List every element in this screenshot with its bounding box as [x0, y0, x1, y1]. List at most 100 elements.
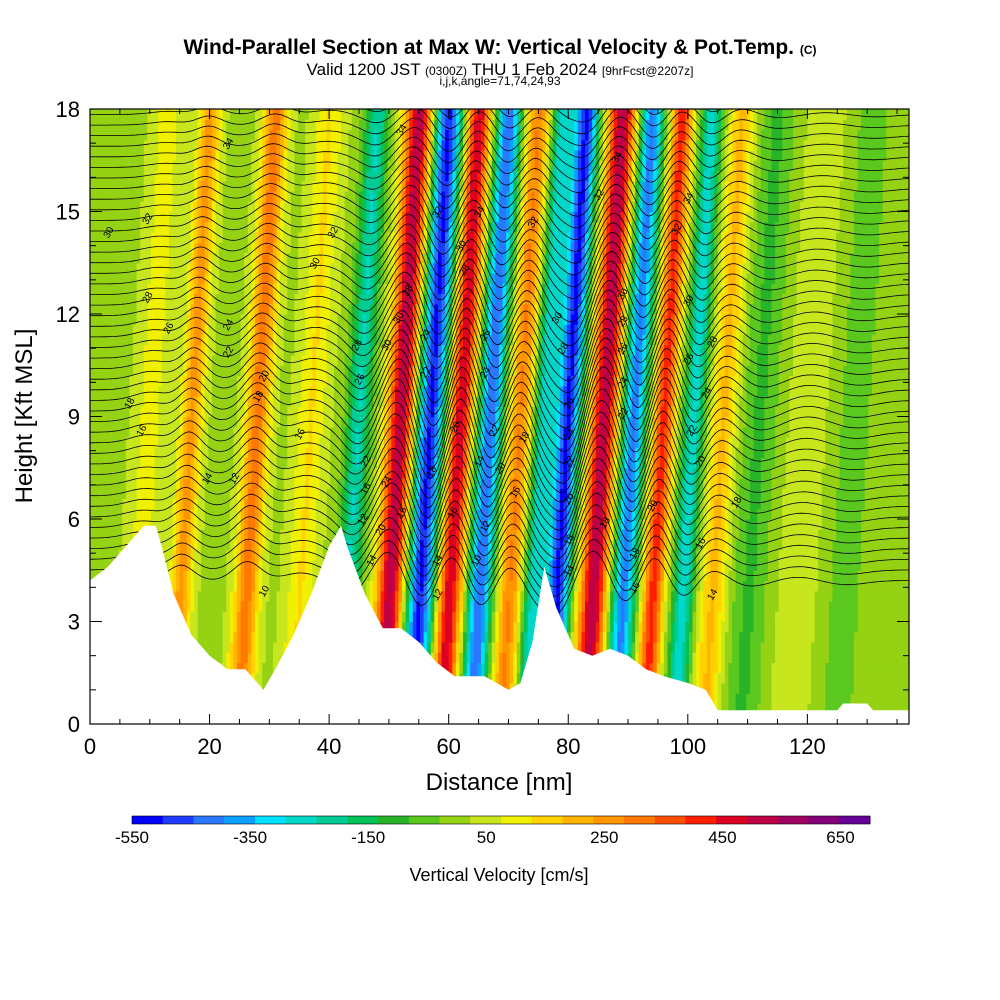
velocity-cell: [208, 416, 213, 428]
velocity-cell: [373, 129, 378, 141]
velocity-cell: [111, 129, 116, 141]
velocity-cell: [176, 416, 181, 428]
velocity-cell: [118, 437, 123, 448]
velocity-cell: [226, 426, 231, 438]
velocity-cell: [158, 529, 163, 541]
velocity-cell: [219, 601, 224, 612]
velocity-cell: [319, 508, 324, 520]
velocity-cell: [294, 365, 299, 377]
velocity-cell: [222, 385, 227, 397]
velocity-cell: [197, 396, 202, 407]
velocity-cell: [280, 631, 285, 643]
velocity-cell: [326, 447, 331, 459]
velocity-cell: [90, 262, 95, 274]
velocity-cell: [287, 129, 292, 141]
velocity-cell: [344, 344, 349, 356]
velocity-cell: [186, 396, 192, 407]
velocity-cell: [219, 191, 224, 202]
velocity-cell: [305, 221, 310, 233]
velocity-cell: [369, 416, 374, 428]
velocity-cell: [244, 201, 249, 213]
velocity-cell: [287, 344, 292, 356]
velocity-cell: [122, 467, 127, 479]
velocity-cell: [104, 467, 109, 479]
velocity-cell: [254, 139, 260, 151]
velocity-cell: [330, 303, 335, 315]
velocity-cell: [237, 611, 242, 623]
velocity-cell: [247, 529, 253, 541]
velocity-cell: [215, 221, 220, 233]
velocity-cell: [280, 273, 285, 284]
velocity-cell: [176, 119, 181, 131]
velocity-cell: [222, 416, 227, 428]
velocity-cell: [319, 293, 324, 305]
velocity-cell: [276, 539, 281, 551]
velocity-cell: [233, 529, 238, 541]
velocity-cell: [262, 119, 267, 131]
velocity-cell: [222, 437, 227, 448]
velocity-cell: [301, 478, 306, 489]
velocity-cell: [158, 273, 163, 284]
velocity-cell: [294, 478, 299, 489]
velocity-cell: [247, 191, 253, 202]
velocity-cell: [204, 139, 209, 151]
velocity-cell: [176, 365, 181, 377]
velocity-cell: [204, 303, 209, 315]
velocity-cell: [262, 601, 267, 612]
velocity-cell: [254, 191, 260, 202]
velocity-cell: [215, 642, 220, 653]
velocity-cell: [125, 447, 131, 459]
velocity-cell: [143, 478, 148, 489]
velocity-cell: [147, 406, 152, 418]
velocity-cell: [355, 273, 360, 284]
velocity-cell: [104, 252, 109, 264]
velocity-cell: [384, 211, 389, 223]
velocity-cell: [129, 498, 134, 510]
velocity-cell: [276, 385, 281, 397]
velocity-cell: [150, 252, 156, 264]
velocity-cell: [219, 539, 224, 551]
velocity-cell: [115, 303, 120, 315]
velocity-cell: [376, 262, 382, 274]
velocity-cell: [298, 160, 303, 172]
velocity-cell: [265, 396, 270, 407]
velocity-cell: [290, 334, 296, 346]
velocity-cell: [136, 324, 141, 336]
velocity-cell: [369, 303, 374, 315]
velocity-cell: [272, 170, 278, 182]
velocity-cell: [107, 519, 113, 530]
velocity-cell: [90, 549, 95, 561]
velocity-cell: [369, 396, 374, 407]
velocity-cell: [315, 519, 321, 530]
velocity-cell: [373, 344, 378, 356]
velocity-cell: [161, 539, 166, 551]
velocity-cell: [97, 283, 102, 295]
velocity-cell: [298, 570, 303, 582]
velocity-cell: [262, 355, 267, 366]
velocity-cell: [262, 232, 267, 243]
velocity-cell: [380, 201, 385, 213]
velocity-cell: [240, 437, 245, 448]
velocity-cell: [247, 160, 253, 172]
velocity-cell: [341, 375, 346, 387]
velocity-cell: [348, 211, 353, 223]
velocity-cell: [129, 344, 134, 356]
velocity-cell: [262, 488, 267, 500]
velocity-cell: [226, 324, 231, 336]
velocity-cell: [247, 662, 253, 674]
velocity-cell: [183, 457, 188, 469]
velocity-cell: [276, 631, 281, 643]
velocity-cell: [251, 570, 256, 582]
velocity-cell: [298, 170, 303, 182]
velocity-cell: [244, 303, 249, 315]
velocity-cell: [204, 416, 209, 428]
velocity-cell: [251, 652, 256, 664]
velocity-cell: [380, 221, 385, 233]
velocity-cell: [272, 252, 278, 264]
velocity-cell: [269, 273, 274, 284]
velocity-cell: [366, 252, 371, 264]
velocity-cell: [355, 160, 360, 172]
velocity-cell: [111, 252, 116, 264]
velocity-cell: [161, 457, 166, 469]
velocity-cell: [140, 396, 145, 407]
